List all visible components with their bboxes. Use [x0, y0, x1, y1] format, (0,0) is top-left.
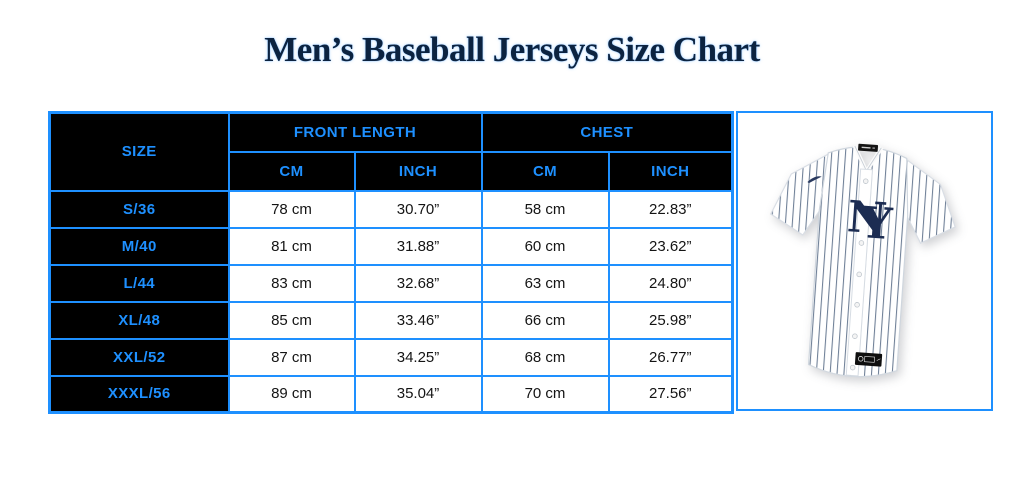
jersey-panel: N Y: [736, 111, 993, 411]
chest-inch-cell: 22.83”: [607, 189, 734, 229]
front-cm-cell: 83 cm: [227, 263, 356, 303]
table-row: XXXL/56 89 cm 35.04” 70 cm 27.56”: [48, 374, 734, 414]
front-inch-cell: 30.70”: [353, 189, 483, 229]
subheader-chest-inch: INCH: [607, 150, 734, 192]
monogram-n: N: [845, 191, 888, 245]
size-table: SIZE FRONT LENGTH CHEST CM INCH CM INCH …: [48, 111, 735, 414]
front-cm-cell: 78 cm: [227, 189, 356, 229]
subheader-front-inch: INCH: [353, 150, 483, 192]
chest-cm-cell: 60 cm: [480, 226, 610, 266]
subheader-front-cm: CM: [227, 150, 356, 192]
chest-cm-cell: 58 cm: [480, 189, 610, 229]
front-cm-cell: 89 cm: [227, 374, 356, 414]
col-header-size: SIZE: [48, 111, 230, 192]
front-inch-cell: 35.04”: [353, 374, 483, 414]
front-cm-cell: 85 cm: [227, 300, 356, 340]
chest-inch-cell: 27.56”: [607, 374, 734, 414]
chest-cm-cell: 66 cm: [480, 300, 610, 340]
table-row: XXL/52 87 cm 34.25” 68 cm 26.77”: [48, 337, 734, 377]
chest-inch-cell: 24.80”: [607, 263, 734, 303]
jersey-right-sleeve: [903, 157, 956, 244]
size-cell: M/40: [48, 226, 230, 266]
chest-inch-cell: 26.77”: [607, 337, 734, 377]
ny-monogram-logo: N Y: [845, 191, 894, 250]
chest-inch-cell: 23.62”: [607, 226, 734, 266]
front-inch-cell: 32.68”: [353, 263, 483, 303]
monogram-y: Y: [858, 197, 894, 250]
size-cell: XXL/52: [48, 337, 230, 377]
collar-tag: [857, 143, 878, 152]
front-inch-cell: 31.88”: [353, 226, 483, 266]
subheader-chest-cm: CM: [480, 150, 610, 192]
size-cell: S/36: [48, 189, 230, 229]
front-inch-cell: 33.46”: [353, 300, 483, 340]
size-chart: SIZE FRONT LENGTH CHEST CM INCH CM INCH …: [48, 111, 993, 414]
table-row: M/40 81 cm 31.88” 60 cm 23.62”: [48, 226, 734, 266]
table-row: XL/48 85 cm 33.46” 66 cm 25.98”: [48, 300, 734, 340]
front-cm-cell: 87 cm: [227, 337, 356, 377]
chest-inch-cell: 25.98”: [607, 300, 734, 340]
size-cell: L/44: [48, 263, 230, 303]
col-header-chest: CHEST: [480, 111, 734, 153]
table-row: L/44 83 cm 32.68” 63 cm 24.80”: [48, 263, 734, 303]
front-inch-cell: 34.25”: [353, 337, 483, 377]
jersey-placket: [845, 168, 873, 377]
col-header-front-length: FRONT LENGTH: [227, 111, 483, 153]
page-title: Men’s Baseball Jerseys Size Chart: [264, 30, 760, 69]
front-cm-cell: 81 cm: [227, 226, 356, 266]
size-cell: XXXL/56: [48, 374, 230, 414]
chest-cm-cell: 70 cm: [480, 374, 610, 414]
chest-cm-cell: 63 cm: [480, 263, 610, 303]
size-cell: XL/48: [48, 300, 230, 340]
table-row: S/36 78 cm 30.70” 58 cm 22.83”: [48, 189, 734, 229]
jock-tag: [854, 352, 882, 367]
nike-swoosh-icon: [806, 176, 822, 184]
jersey-image: N Y: [769, 143, 956, 378]
chest-cm-cell: 68 cm: [480, 337, 610, 377]
